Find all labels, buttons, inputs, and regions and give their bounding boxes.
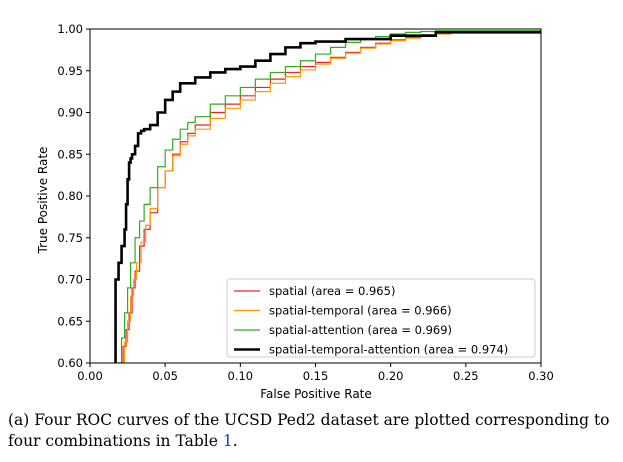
x-tick-label: 0.05 [152,369,178,383]
y-axis-label: True Positive Rate [36,147,50,255]
x-tick-label: 0.30 [528,369,554,383]
legend: spatial (area = 0.965) spatial-temporal (… [226,278,536,358]
x-tick-label: 0.15 [303,369,329,383]
x-axis-label: False Positive Rate [260,387,372,400]
caption-text: (a) Four ROC curves of the UCSD Ped2 dat… [8,411,610,450]
roc-curve-series-4 [114,30,541,363]
x-tick-label: 0.00 [77,369,103,383]
roc-curve-series-3 [118,29,541,363]
y-tick-label: 0.95 [57,64,83,78]
legend-entry-2: spatial-temporal (area = 0.966) [269,304,452,318]
y-tick-label: 1.00 [57,22,83,36]
table-reference-link[interactable]: 1 [222,432,233,450]
roc-figure: 0.00 0.05 0.10 0.15 0.20 0.25 0.30 0.60 0.65 0.7… [36,22,554,400]
roc-chart: 0.00 0.05 0.10 0.15 0.20 0.25 0.30 0.60 0.65 0.7… [36,22,554,400]
y-tick-label: 0.65 [57,314,83,328]
x-tick-label: 0.25 [453,369,479,383]
caption-period: . [232,432,238,450]
y-tick-label: 0.75 [57,231,83,245]
y-tick-label: 0.90 [57,106,83,120]
legend-box [226,278,536,358]
x-tick-label: 0.10 [228,369,254,383]
legend-entry-3: spatial-attention (area = 0.969) [269,323,452,337]
roc-curve-series-2 [120,31,541,363]
y-tick-label: 0.70 [57,273,83,287]
legend-entry-4: spatial-temporal-attention (area = 0.974… [269,343,508,357]
y-tick-label: 0.85 [57,147,83,161]
y-tick-label: 0.80 [57,189,83,203]
legend-entry-1: spatial (area = 0.965) [269,284,395,298]
y-tick-label: 0.60 [57,356,83,370]
figure-caption: (a) Four ROC curves of the UCSD Ped2 dat… [8,410,618,452]
x-tick-label: 0.20 [378,369,404,383]
